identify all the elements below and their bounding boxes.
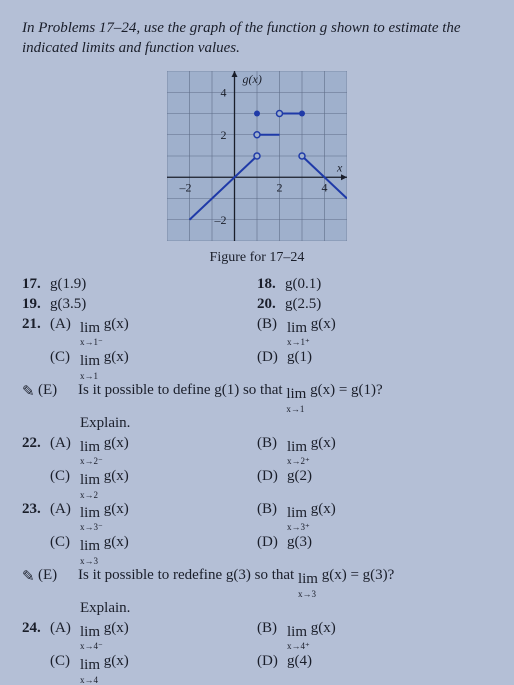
limit-expression: limx→3⁺ g(x) (287, 501, 336, 531)
figure-container: –2 2 4 2 4 –2 g(x) x Figure for 17–24 (22, 71, 492, 266)
subpart-label: (E) (38, 382, 78, 412)
subpart-label: (D) (257, 534, 287, 564)
problem-text: g(2.5) (285, 296, 321, 313)
problem-number: 22. (22, 435, 50, 465)
subpart-label: (C) (50, 468, 80, 498)
svg-text:2: 2 (221, 127, 227, 141)
explain-text: Explain. (80, 415, 492, 432)
question-text: Is it possible to redefine g(3) so that … (78, 567, 394, 597)
svg-text:g(x): g(x) (243, 72, 262, 86)
subpart-label: (A) (50, 435, 80, 465)
subpart-label: (B) (257, 501, 287, 531)
value-expression: g(1) (287, 349, 312, 379)
limit-expression: limx→4⁻ g(x) (80, 620, 129, 650)
problem-text: g(1.9) (50, 276, 86, 293)
subpart-label: (D) (257, 468, 287, 498)
limit-expression: limx→2 g(x) (80, 468, 129, 498)
limit-expression: limx→3 g(x) (80, 534, 129, 564)
problem-row: ✎ (E) Is it possible to define g(1) so t… (22, 382, 492, 412)
problem-row: 22. (A) limx→2⁻ g(x) (B) limx→2⁺ g(x) (22, 435, 492, 465)
problem-row: ✎ (E) Is it possible to redefine g(3) so… (22, 567, 492, 597)
problem-number: 19. (22, 296, 50, 313)
subpart-label: (E) (38, 567, 78, 597)
problem-row: 19. g(3.5) 20. g(2.5) (22, 296, 492, 313)
problem-row: (C) limx→2 g(x) (D) g(2) (22, 468, 492, 498)
subpart-label: (D) (257, 349, 287, 379)
subpart-label: (B) (257, 435, 287, 465)
subpart-label: (D) (257, 653, 287, 683)
limit-expression: limx→2⁻ g(x) (80, 435, 129, 465)
value-expression: g(2) (287, 468, 312, 498)
problem-row: 24. (A) limx→4⁻ g(x) (B) limx→4⁺ g(x) (22, 620, 492, 650)
subpart-label: (A) (50, 501, 80, 531)
figure-caption: Figure for 17–24 (22, 250, 492, 266)
subpart-label: (B) (257, 620, 287, 650)
value-expression: g(3) (287, 534, 312, 564)
problems-list: 17. g(1.9) 18. g(0.1) 19. g(3.5) 20. g(2… (22, 276, 492, 683)
svg-text:2: 2 (277, 180, 283, 194)
graph-svg: –2 2 4 2 4 –2 g(x) x (167, 71, 347, 241)
problem-number: 18. (257, 276, 285, 293)
problem-row: (C) limx→4 g(x) (D) g(4) (22, 653, 492, 683)
problem-number: 21. (22, 316, 50, 346)
subpart-label: (A) (50, 620, 80, 650)
limit-expression: limx→3⁻ g(x) (80, 501, 129, 531)
limit-expression: limx→1⁺ g(x) (287, 316, 336, 346)
problem-number: 17. (22, 276, 50, 293)
problem-row: (C) limx→3 g(x) (D) g(3) (22, 534, 492, 564)
subpart-label: (A) (50, 316, 80, 346)
subpart-label: (C) (50, 534, 80, 564)
pencil-icon: ✎ (22, 567, 38, 597)
problem-row: 17. g(1.9) 18. g(0.1) (22, 276, 492, 293)
svg-text:–2: –2 (179, 180, 192, 194)
svg-text:–2: –2 (214, 212, 227, 226)
subpart-label: (B) (257, 316, 287, 346)
svg-text:x: x (336, 160, 343, 174)
explain-text: Explain. (80, 600, 492, 617)
problem-row: (C) limx→1 g(x) (D) g(1) (22, 349, 492, 379)
problem-row: 21. (A) limx→1⁻ g(x) (B) limx→1⁺ g(x) (22, 316, 492, 346)
problem-text: g(0.1) (285, 276, 321, 293)
problem-number: 20. (257, 296, 285, 313)
limit-expression: limx→4 g(x) (80, 653, 129, 683)
value-expression: g(4) (287, 653, 312, 683)
question-text: Is it possible to define g(1) so that li… (78, 382, 383, 412)
problem-number: 24. (22, 620, 50, 650)
limit-expression: limx→2⁺ g(x) (287, 435, 336, 465)
limit-expression: limx→1 g(x) (80, 349, 129, 379)
subpart-label: (C) (50, 349, 80, 379)
problem-text: g(3.5) (50, 296, 86, 313)
svg-text:4: 4 (221, 85, 227, 99)
problem-number: 23. (22, 501, 50, 531)
pencil-icon: ✎ (22, 382, 38, 412)
limit-expression: limx→1⁻ g(x) (80, 316, 129, 346)
section-instructions: In Problems 17–24, use the graph of the … (22, 18, 492, 59)
subpart-label: (C) (50, 653, 80, 683)
limit-expression: limx→4⁺ g(x) (287, 620, 336, 650)
svg-text:4: 4 (322, 180, 328, 194)
problem-row: 23. (A) limx→3⁻ g(x) (B) limx→3⁺ g(x) (22, 501, 492, 531)
